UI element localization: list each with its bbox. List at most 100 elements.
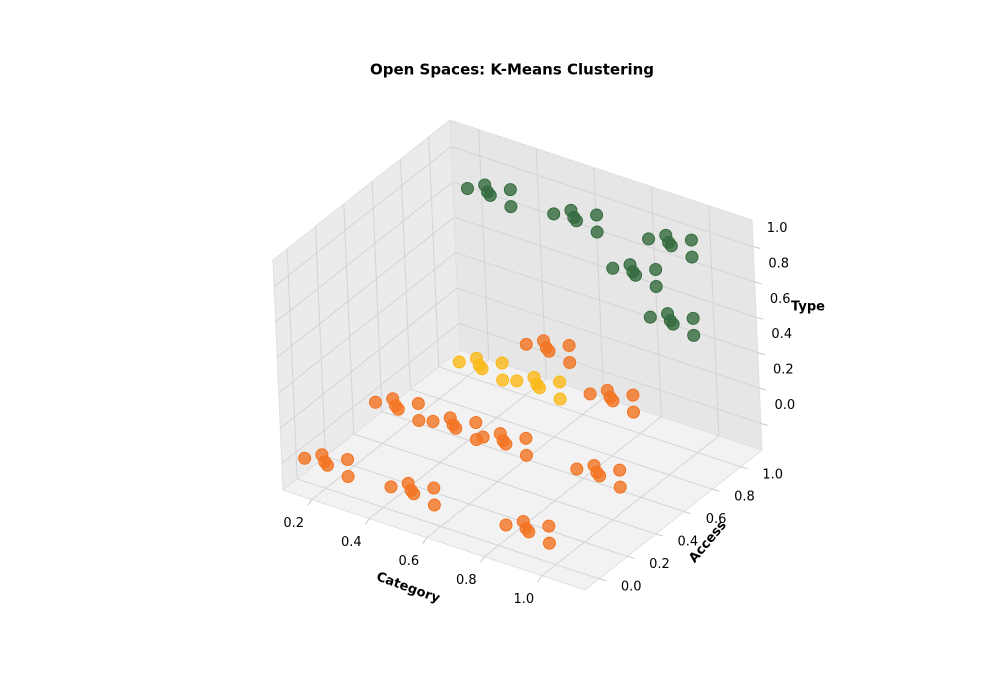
z-tick-label: 1.0	[767, 221, 788, 236]
grid-line	[455, 252, 758, 354]
point	[407, 487, 421, 501]
point	[298, 451, 312, 465]
x-tick-label: 0.4	[341, 535, 362, 550]
grid-line	[278, 252, 457, 394]
point	[564, 203, 578, 217]
point	[469, 416, 483, 430]
z-tick-label: 0.8	[768, 256, 789, 271]
tick-mark	[684, 511, 692, 514]
point	[661, 307, 675, 321]
point	[469, 351, 483, 365]
z-tick-label: 0.4	[771, 327, 792, 342]
point	[553, 375, 567, 389]
grid-line	[325, 455, 628, 557]
point	[590, 225, 604, 239]
x-tick-label: 0.6	[398, 554, 419, 569]
point	[478, 178, 492, 192]
point	[600, 383, 614, 397]
grid-line	[368, 378, 547, 519]
y-tick-label: 0.6	[706, 512, 727, 527]
point	[542, 519, 556, 533]
point	[684, 233, 698, 247]
z-tick-label: 0.6	[770, 292, 791, 307]
point	[341, 452, 355, 466]
tick-mark	[655, 533, 663, 537]
grid-line	[438, 366, 741, 468]
point	[452, 355, 466, 369]
grid-line	[450, 146, 754, 248]
grid-line	[399, 159, 411, 390]
tick-mark	[422, 537, 428, 544]
point	[510, 374, 524, 388]
grid-line	[650, 186, 662, 417]
grid-line	[311, 359, 490, 500]
point	[460, 181, 474, 195]
point	[527, 370, 541, 384]
grid-line	[428, 136, 440, 367]
point	[493, 427, 507, 441]
chart-title: Open Spaces: K-Means Clustering	[370, 61, 654, 79]
point	[516, 514, 530, 528]
tick-mark	[627, 556, 635, 559]
point	[449, 421, 463, 435]
x-tick-label: 0.8	[456, 573, 477, 588]
point	[401, 476, 415, 490]
grid-line	[426, 397, 605, 539]
grid-line	[593, 167, 605, 398]
y-tick-label: 0.8	[734, 490, 755, 505]
point	[664, 239, 678, 253]
grid-line	[458, 322, 762, 424]
tick-mark	[480, 556, 485, 563]
point	[386, 392, 400, 406]
grid-line	[279, 287, 458, 429]
point	[626, 388, 640, 402]
grid-line	[381, 411, 685, 513]
point	[570, 214, 584, 228]
point	[606, 394, 620, 408]
grid-line	[297, 478, 600, 580]
point	[659, 228, 673, 242]
grid-line	[454, 216, 757, 318]
tick-mark	[599, 578, 607, 582]
grid-line	[343, 203, 355, 435]
grid-line	[314, 226, 326, 457]
point	[427, 481, 441, 495]
point	[570, 462, 584, 476]
z-tick-label: 0.0	[775, 398, 796, 413]
point	[613, 463, 627, 477]
point	[412, 413, 426, 427]
point	[626, 405, 640, 419]
tick-mark	[364, 518, 370, 525]
point	[553, 392, 567, 406]
point	[583, 387, 597, 401]
tick-mark	[756, 316, 764, 320]
point	[499, 437, 513, 451]
x-tick-label: 1.0	[514, 592, 535, 607]
point	[643, 310, 657, 324]
point	[537, 334, 551, 348]
point	[427, 498, 441, 512]
z-axis-label: Type	[791, 300, 825, 315]
point	[384, 480, 398, 494]
point	[606, 261, 620, 275]
grid-line	[452, 181, 755, 283]
grid-line	[281, 323, 460, 464]
point	[563, 355, 577, 369]
tick-mark	[759, 387, 767, 391]
point	[542, 536, 556, 550]
grid-line	[708, 205, 720, 436]
point	[629, 268, 643, 282]
point	[519, 448, 533, 462]
point	[590, 208, 604, 222]
point	[642, 232, 656, 246]
grid-line	[275, 181, 454, 323]
point	[315, 448, 329, 462]
point	[504, 200, 518, 214]
x-axis-label: Category	[374, 570, 442, 607]
point	[496, 373, 510, 387]
point	[593, 469, 607, 483]
point	[649, 262, 663, 276]
tick-mark	[740, 466, 748, 470]
point	[687, 328, 701, 342]
